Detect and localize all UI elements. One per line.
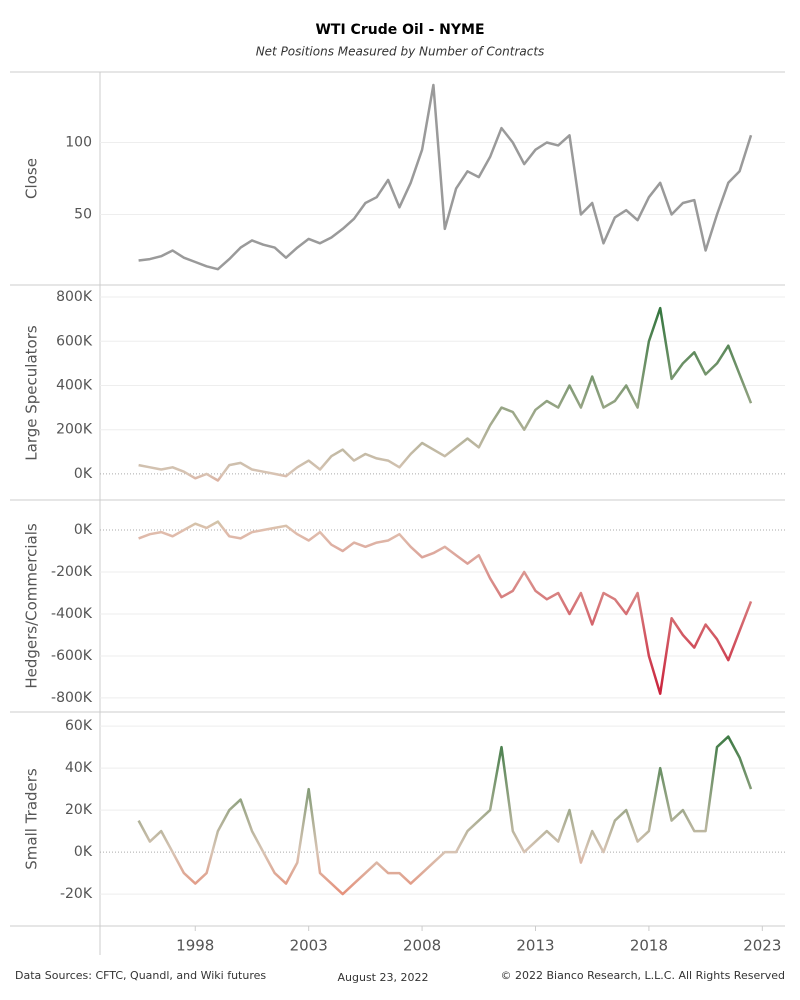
y-tick-label: 60K [65, 718, 93, 734]
y-axis-label: Large Speculators [23, 325, 41, 461]
series-line [137, 735, 753, 896]
y-tick-label: 20K [65, 802, 93, 818]
chart-subtitle: Net Positions Measured by Number of Cont… [256, 45, 545, 59]
y-tick-label: 40K [65, 760, 93, 776]
footer-sources: Data Sources: CFTC, Quandl, and Wiki fut… [15, 969, 266, 982]
series-line [138, 520, 753, 695]
series-line [138, 83, 753, 271]
x-tick-label: 2008 [403, 937, 441, 955]
y-tick-label: 200K [56, 422, 93, 438]
y-tick-label: 0K [74, 466, 93, 482]
x-tick-label: 1998 [176, 937, 214, 955]
footer-date: August 23, 2022 [338, 971, 429, 984]
x-tick-label: 2023 [743, 937, 781, 955]
y-tick-label: 600K [56, 333, 93, 349]
x-tick-label: 2018 [630, 937, 668, 955]
footer-copyright: © 2022 Bianco Research, L.L.C. All Right… [501, 969, 785, 982]
y-axis-label: Small Traders [23, 768, 41, 870]
x-tick-label: 2013 [516, 937, 554, 955]
y-tick-label: 100 [65, 135, 92, 151]
y-tick-label: 0K [74, 522, 93, 538]
y-tick-label: -200K [51, 564, 93, 580]
y-tick-label: 400K [56, 377, 93, 393]
x-tick-label: 2003 [290, 937, 328, 955]
y-tick-label: -400K [51, 606, 93, 622]
series-line [138, 306, 753, 482]
y-tick-label: -800K [51, 690, 93, 706]
chart-title: WTI Crude Oil - NYME [315, 22, 484, 38]
y-tick-label: 800K [56, 289, 93, 305]
y-tick-label: 0K [74, 844, 93, 860]
y-axis-label: Close [23, 158, 41, 199]
y-axis-label: Hedgers/Commercials [23, 523, 41, 689]
y-tick-label: -600K [51, 648, 93, 664]
y-tick-label: 50 [74, 206, 92, 222]
y-tick-label: -20K [60, 886, 93, 902]
